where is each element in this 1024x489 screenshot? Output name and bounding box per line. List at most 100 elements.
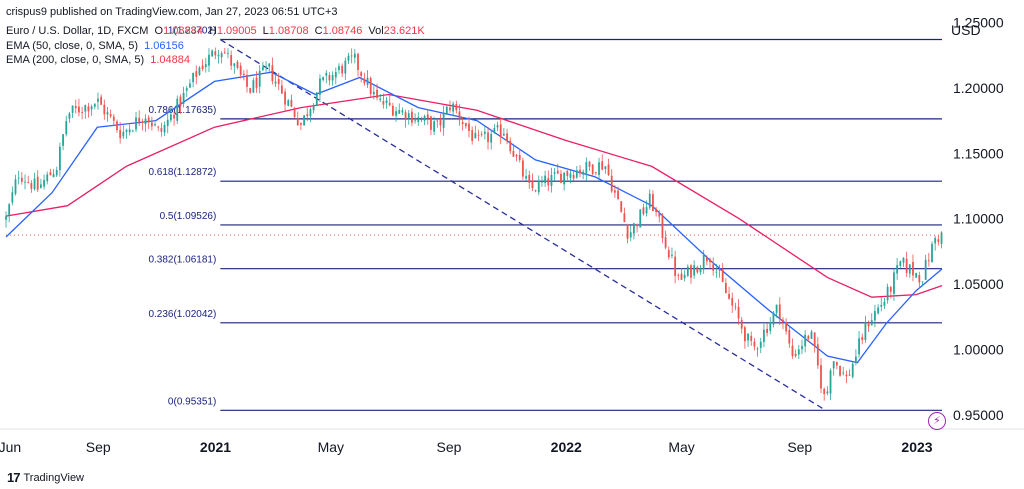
x-tick-label: Sep [787,439,812,455]
candle-body [883,301,886,306]
candle-body [217,54,220,57]
candle-body [658,212,661,217]
x-tick-label: May [318,439,344,455]
lightning-icon[interactable]: ⚡ [928,412,946,430]
candle-body [582,171,585,175]
ema200-legend[interactable]: EMA (200, close, 0, SMA, 5) 1.04884 [6,54,190,66]
candle-body [74,106,77,109]
candle-body [246,74,248,87]
candle-body [626,224,629,239]
candle-body [109,114,112,117]
candle-body [512,151,515,157]
candle-body [569,173,572,178]
candle-body [423,116,426,121]
volume-label: Vol [368,25,384,37]
candle-body [908,264,911,274]
candle-body [756,348,759,350]
y-tick-label: 1.20000 [953,80,1004,96]
candle-body [198,67,201,75]
candle-body [499,124,502,137]
candle-body [84,105,87,112]
candle-body [52,174,55,178]
candle-body [566,170,569,177]
candle-body [772,312,775,325]
candle-body [360,72,363,76]
x-tick-label: 2023 [901,439,932,455]
fib-level-label: 0.382(1.06181) [148,255,216,266]
symbol-name[interactable]: Euro / U.S. Dollar, 1D, FXCM [6,25,149,37]
candle-body [325,72,328,76]
candle-body [395,111,397,116]
candle-body [506,133,508,141]
candle-body [652,194,654,211]
footer-brand-text: TradingView [23,471,85,484]
candle-body [100,96,103,105]
candle-body [766,328,769,334]
candle-body [699,268,702,273]
candle-body [648,193,651,208]
candle-body [763,329,765,342]
candle-body [366,77,369,85]
candle-body [509,140,512,152]
candle-body [306,114,309,117]
candle-body [103,104,106,115]
candle-body [338,66,340,71]
candle-body [709,259,711,263]
footer-brand[interactable]: 17 TradingView [7,470,84,485]
candle-body [518,155,521,160]
candle-body [816,344,819,366]
fib-level-label: 0.236(1.02042) [148,309,216,320]
y-tick-label: 1.10000 [953,211,1004,227]
candle-body [233,63,236,67]
candle-body [173,114,175,119]
candle-body [550,174,553,186]
candle-body [718,269,721,271]
candle-body [33,178,36,190]
ohlc-line: Euro / U.S. Dollar, 1D, FXCM O1.08884 H1… [6,25,425,37]
y-tick-label: 1.25000 [953,15,1004,31]
candle-body [899,261,902,266]
candle-body [880,304,883,307]
candle-body [341,65,344,74]
candle-body [62,134,64,146]
candle-body [277,79,280,85]
candle-body [693,265,696,276]
candle-body [350,55,353,57]
candle-body [398,109,401,114]
candle-body [629,232,632,238]
low-label: L [262,25,269,37]
candle-body [87,106,90,112]
tradingview-logo-icon: 17 [7,470,21,485]
candle-body [382,101,385,105]
candle-body [623,213,626,223]
candle-body [712,264,715,271]
y-tick-label: 1.05000 [953,276,1004,292]
low-value: 1.08708 [268,25,309,37]
candle-body [490,133,493,143]
candle-body [372,92,375,95]
candle-body [112,116,115,121]
candle-body [671,254,673,256]
candle-body [189,83,191,88]
candle-body [312,105,315,111]
candle-body [680,273,683,280]
candle-body [458,111,461,121]
candle-body [166,119,169,126]
candle-body [655,208,658,213]
ema200-line [5,93,943,298]
candle-body [147,117,150,123]
candle-body [560,173,562,183]
candle-body [68,113,71,119]
ema50-legend[interactable]: EMA (50, close, 0, SMA, 5) 1.06156 [6,40,184,52]
candle-body [794,353,797,357]
candle-body [39,184,42,188]
candle-body [496,125,499,128]
candle-body [607,164,610,175]
candle-body [905,258,908,273]
candle-body [452,103,455,112]
candle-body [664,237,667,248]
candle-body [483,131,486,134]
candle-body [797,349,800,355]
y-tick-label: 1.15000 [953,145,1004,161]
